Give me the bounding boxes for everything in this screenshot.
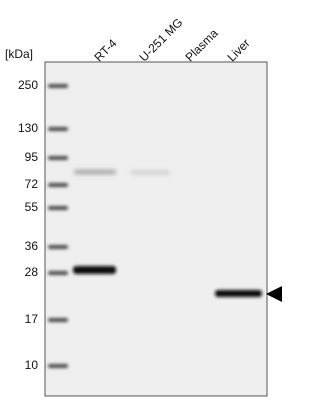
marker-label: 72 xyxy=(25,177,39,191)
marker-label: 28 xyxy=(25,265,39,279)
lane-label: U-251 MG xyxy=(136,15,185,64)
lane-label: Plasma xyxy=(182,26,220,64)
lane-label: RT-4 xyxy=(91,36,119,64)
faint-band xyxy=(74,170,116,174)
marker-labels: 250 130 95 72 55 36 28 17 10 xyxy=(18,78,38,372)
lane-label: Liver xyxy=(224,36,252,64)
western-blot-figure: [kDa] 250 130 95 72 55 36 28 17 10 RT-4 … xyxy=(5,15,282,397)
faint-band xyxy=(130,171,170,174)
band xyxy=(215,290,262,297)
marker-label: 130 xyxy=(18,121,38,135)
marker-label: 250 xyxy=(18,78,38,92)
marker-label: 10 xyxy=(25,358,39,372)
unit-label: [kDa] xyxy=(5,47,33,61)
band xyxy=(73,266,116,274)
marker-label: 55 xyxy=(25,200,39,214)
marker-label: 95 xyxy=(25,150,39,164)
arrowhead xyxy=(266,286,282,302)
ladder xyxy=(48,84,68,368)
membrane xyxy=(44,61,268,397)
marker-label: 17 xyxy=(25,312,39,326)
marker-label: 36 xyxy=(25,239,39,253)
